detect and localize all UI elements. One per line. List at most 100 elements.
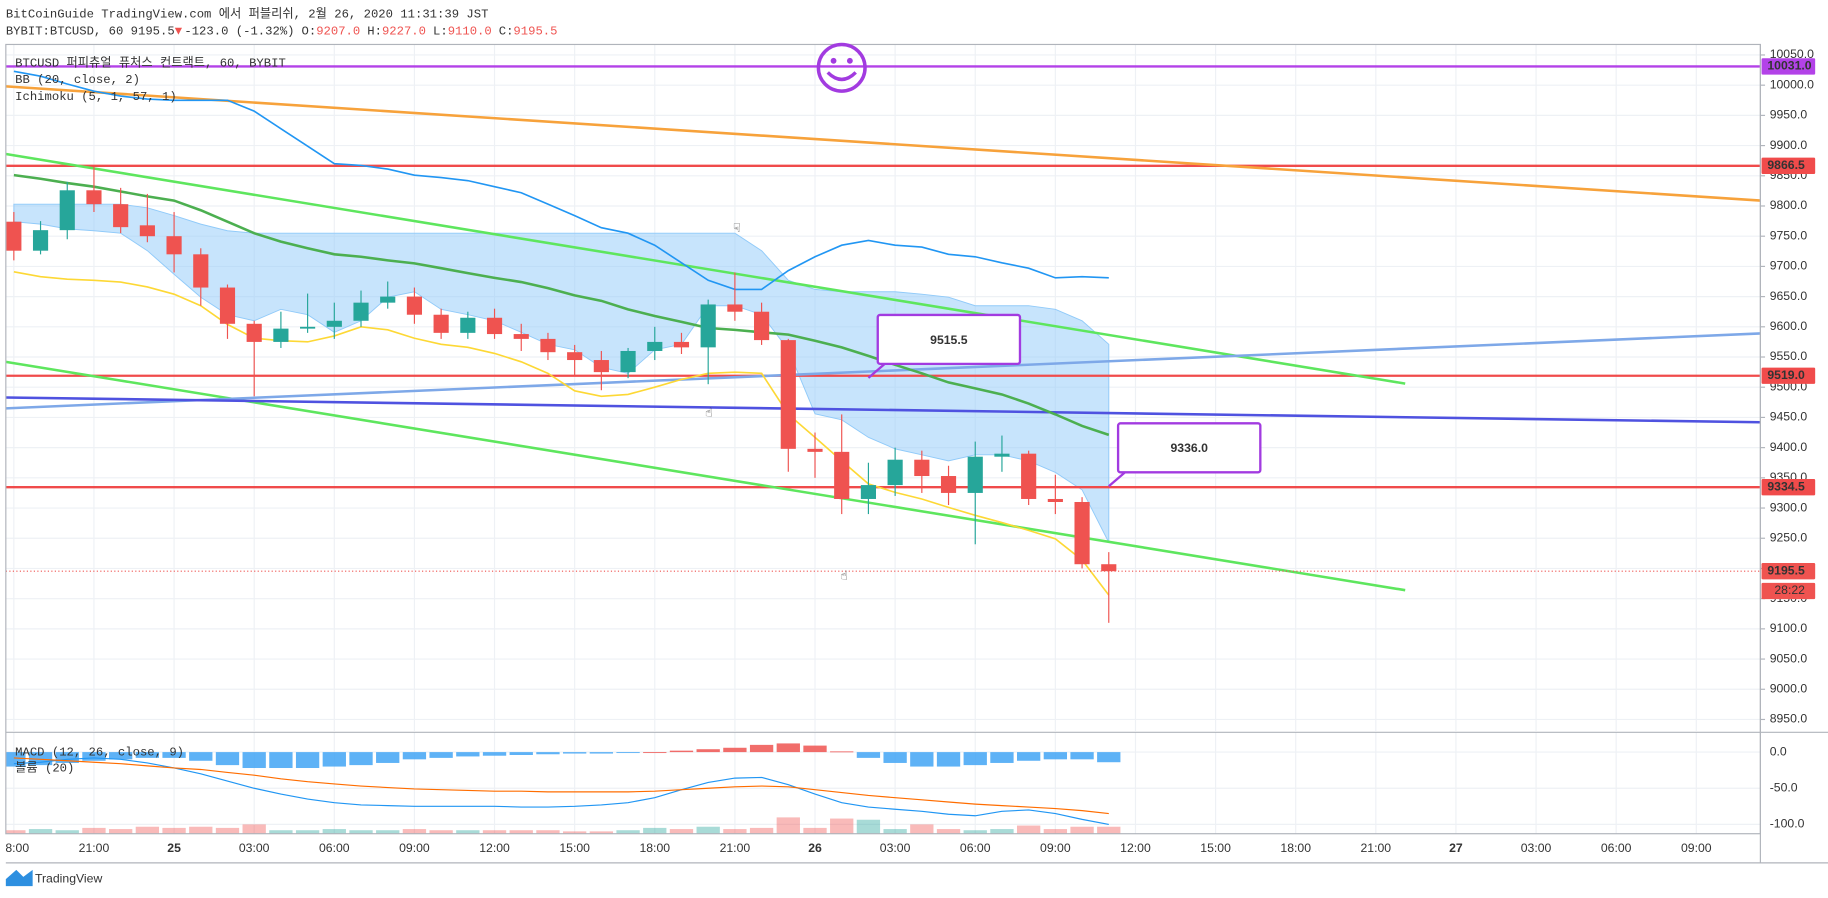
macd-histogram-bar: [536, 752, 560, 755]
volume-bar: [830, 818, 854, 834]
trend-line: [5, 396, 1761, 424]
x-tick-label: 21:00: [720, 841, 751, 855]
y-tick-label: 9550.0: [1770, 349, 1808, 363]
brand: TradingView: [35, 871, 102, 885]
x-tick-label: 18:00: [0, 841, 29, 855]
ohlc-value: 9207.0: [316, 25, 360, 39]
volume-bar: [856, 819, 881, 834]
ohlc-value: 9227.0: [382, 25, 426, 39]
macd-histogram-bar: [990, 752, 1014, 763]
y-tick-label: 10050.0: [1770, 47, 1814, 61]
change: -123.0 (-1.32%): [184, 25, 294, 39]
volume-bar: [322, 829, 346, 834]
candle-body: [700, 304, 716, 348]
macd-histogram-bar: [402, 752, 427, 760]
volume-bar: [1016, 825, 1041, 834]
indicator-line: [13, 70, 1109, 291]
y-tick-label: 9650.0: [1770, 289, 1808, 303]
volume-bar: [162, 827, 186, 834]
y-tick-label: 9250.0: [1770, 530, 1808, 544]
smiley-face: [816, 42, 867, 93]
indicator-line: [13, 270, 1110, 596]
candle-body: [32, 230, 49, 251]
candle-body: [193, 254, 209, 288]
x-tick-label: 27: [1449, 841, 1463, 855]
volume-bar: [135, 826, 160, 834]
macd-histogram-bar: [429, 752, 453, 758]
x-tick-label: 15:00: [1200, 841, 1231, 855]
volume-bar: [536, 830, 560, 834]
macd-histogram-bar: [109, 752, 133, 760]
price-tag: [1761, 58, 1816, 75]
candle-body: [727, 304, 743, 312]
macd-histogram-bar: [589, 752, 614, 754]
macd-histogram-bar: [482, 752, 507, 756]
price-tag: [1761, 157, 1816, 174]
macd-histogram-bar: [242, 752, 266, 769]
macd-histogram-bar: [189, 752, 213, 761]
legend-entry: 볼륨 (20): [15, 761, 74, 776]
candle-body: [754, 311, 770, 341]
volume-bar: [28, 829, 53, 834]
trend-line: [5, 332, 1761, 410]
macd-histogram-bar: [509, 752, 533, 755]
y-tick-label: 9800.0: [1770, 198, 1808, 212]
trend-line: [5, 152, 1406, 385]
ohlc-key: H:: [367, 25, 382, 39]
macd-histogram-bar: [1097, 752, 1121, 763]
macd-histogram-bar: [643, 752, 667, 754]
candle-body: [620, 350, 636, 373]
volume-bar: [883, 829, 907, 834]
smiley-eye: [846, 57, 853, 64]
icons: ☟ ☝ ☝ 9515.5 9336.0: [705, 42, 1262, 583]
macd-histogram-bar: [322, 752, 346, 767]
macd-histogram-bar: [803, 745, 827, 753]
macd-histogram-bar: [696, 749, 720, 753]
candle-body: [460, 317, 476, 333]
macd-line: [13, 757, 1109, 825]
candle-body: [59, 190, 75, 231]
y-tick-label: 9000.0: [1770, 681, 1808, 695]
candle-body: [246, 323, 262, 342]
legend-entry: Ichimoku (5, 1, 57, 1): [15, 90, 177, 104]
x-tick-label: 26: [808, 841, 822, 855]
volume-bar: [215, 827, 240, 834]
x-tick-label: 03:00: [880, 841, 911, 855]
y-tick-label: 9450.0: [1770, 410, 1808, 424]
macd-histogram-bar: [910, 752, 934, 767]
macd-tick-label: -50.0: [1770, 780, 1798, 794]
symbol: BYBIT:BTCUSD, 60 9195.5: [6, 25, 175, 39]
candle-body: [940, 476, 957, 493]
legend-entry: BTCUSD 퍼피츄얼 퓨처스 컨트랙트, 60, BYBIT: [15, 55, 286, 70]
candle-body: [166, 236, 182, 255]
price-axis: 10050.010000.09950.09900.09850.09800.097…: [1760, 47, 1816, 831]
macd-histogram-bar: [349, 752, 373, 766]
volume-bar: [963, 830, 987, 834]
macd-histogram-bar: [616, 752, 640, 754]
volume-bar: [723, 829, 747, 834]
candle-body: [353, 302, 369, 321]
volume-bar: [269, 830, 293, 834]
volume-bar: [509, 830, 533, 834]
x-tick-label: 15:00: [559, 841, 590, 855]
candle-body: [326, 320, 342, 327]
macd-histogram-bar: [963, 752, 987, 766]
callout-label: 9515.5: [930, 333, 968, 347]
y-tick-label: 9100.0: [1770, 621, 1808, 635]
time-axis: 18:00 21:00 25 03:00 06:00 09:00 12:00 15:00 18:…: [0, 841, 1712, 855]
volume-bar: [349, 830, 373, 834]
legend-entry: BB (20, close, 2): [15, 73, 140, 87]
volume-bar: [1070, 826, 1094, 834]
volume-bar: [803, 827, 827, 834]
callout-box: [1116, 422, 1262, 474]
macd-histogram-bar: [1070, 752, 1094, 760]
x-tick-label: 06:00: [1601, 841, 1632, 855]
x-tick-label: 12:00: [1120, 841, 1151, 855]
x-tick-label: 09:00: [1681, 841, 1712, 855]
hand-down-icon: ☟: [733, 221, 740, 235]
candle-body: [647, 341, 663, 351]
price-tag-label: 9334.5: [1767, 479, 1805, 493]
y-tick-label: 9400.0: [1770, 440, 1808, 454]
